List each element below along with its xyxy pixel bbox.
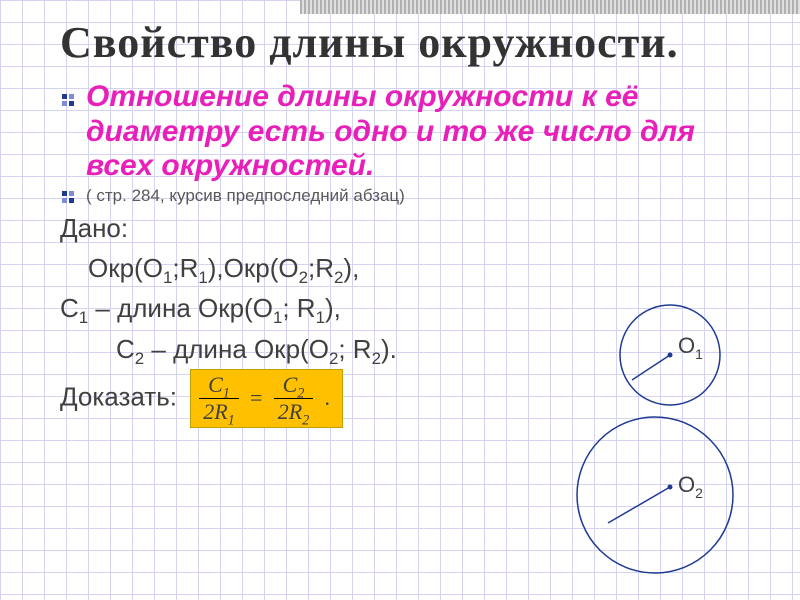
- fraction-left: C1 2R1: [199, 374, 239, 423]
- given-label: Дано:: [60, 208, 740, 248]
- diamond-bullet-icon: [60, 92, 76, 108]
- fraction-right: C2 2R2: [274, 374, 314, 423]
- theorem-row: Отношение длины окружности к её диаметру…: [60, 80, 740, 186]
- slide-title: Свойство длины окружности.: [60, 20, 740, 66]
- note-row: ( стр. 284, курсив предпоследний абзац): [60, 186, 740, 208]
- circles-diagram: О1 О2: [520, 295, 750, 575]
- note-text: ( стр. 284, курсив предпоследний абзац): [86, 186, 405, 206]
- equals-sign: =: [246, 385, 266, 410]
- formula-box: C1 2R1 = C2 2R2 .: [190, 369, 343, 428]
- top-decoration-bar: [300, 0, 800, 14]
- theorem-text: Отношение длины окружности к её диаметру…: [86, 80, 740, 184]
- period: .: [321, 385, 335, 410]
- given-circles: Окр(О1;R1),Окр(О2;R2),: [60, 248, 740, 288]
- radius-1: [632, 355, 670, 380]
- radius-2: [608, 487, 670, 523]
- prove-label: Доказать:: [60, 381, 177, 411]
- center-dot-1: [668, 353, 673, 358]
- center-dot-2: [668, 485, 673, 490]
- diamond-bullet-icon: [60, 189, 76, 205]
- label-o2: О2: [678, 472, 703, 501]
- label-o1: О1: [678, 333, 703, 362]
